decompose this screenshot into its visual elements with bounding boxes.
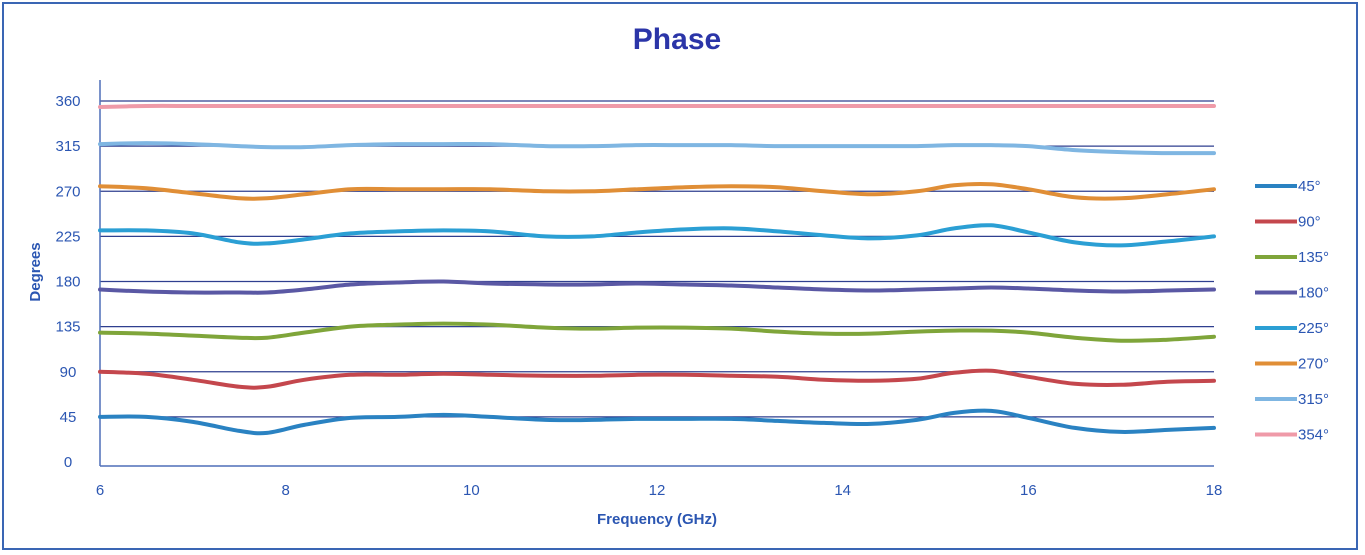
x-axis-label: Frequency (GHz)	[597, 511, 717, 528]
y-tick-labels: 0 45 90 135 180 225 270 315 360	[55, 93, 80, 471]
x-tick-label: 10	[463, 482, 480, 499]
legend-label: 180°	[1298, 285, 1329, 302]
series-line	[98, 141, 1216, 156]
x-tick-label: 12	[649, 482, 666, 499]
y-tick-label: 360	[55, 93, 80, 110]
series-line	[98, 279, 1216, 295]
y-axis-label: Degrees	[27, 242, 44, 301]
series-line	[98, 103, 1216, 109]
x-tick-label: 8	[281, 482, 289, 499]
x-tick-label: 16	[1020, 482, 1037, 499]
legend-label: 90°	[1298, 214, 1321, 231]
series-line	[98, 408, 1216, 436]
legend-label: 354°	[1298, 427, 1329, 444]
legend-label: 135°	[1298, 249, 1329, 266]
y-tick-label: 45	[60, 409, 77, 426]
y-tick-label: 225	[55, 228, 80, 245]
series-line	[98, 321, 1216, 343]
legend-label: 45°	[1298, 178, 1321, 195]
y-tick-label: 0	[64, 454, 72, 471]
legend-label: 315°	[1298, 391, 1329, 408]
y-tick-label: 135	[55, 319, 80, 336]
series-line	[98, 181, 1216, 201]
x-tick-labels: 6 8 10 12 14 16 18	[96, 482, 1223, 499]
series-line	[98, 223, 1216, 248]
x-tick-label: 18	[1206, 482, 1223, 499]
y-tick-label: 180	[55, 274, 80, 291]
y-tick-label: 90	[60, 364, 77, 381]
legend-label: 225°	[1298, 320, 1329, 337]
legend: 45° 90° 135° 180° 225° 270° 315° 354°	[1255, 178, 1329, 444]
series-lines	[98, 103, 1216, 436]
x-tick-label: 6	[96, 482, 104, 499]
x-tick-label: 14	[834, 482, 851, 499]
legend-label: 270°	[1298, 356, 1329, 373]
y-tick-label: 270	[55, 183, 80, 200]
axes	[99, 80, 1214, 467]
chart-title: Phase	[633, 23, 721, 56]
y-tick-label: 315	[55, 138, 80, 155]
series-line	[98, 368, 1216, 390]
